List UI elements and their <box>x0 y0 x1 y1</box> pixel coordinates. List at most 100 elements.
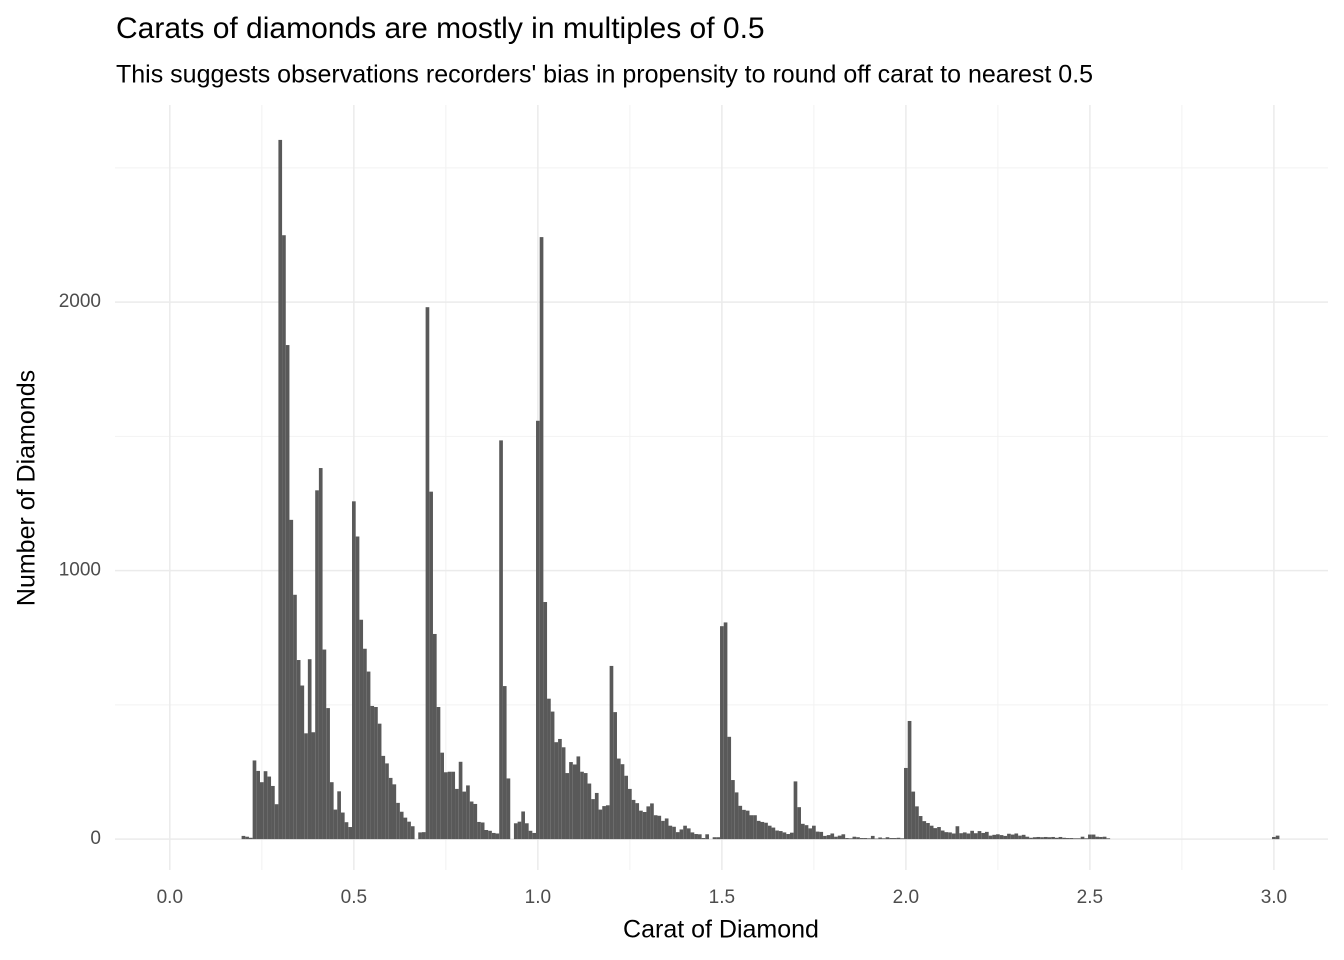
bar <box>605 805 610 840</box>
bar <box>447 771 452 840</box>
bar <box>624 775 629 840</box>
bar <box>576 756 581 840</box>
bar <box>436 707 441 840</box>
bar <box>620 764 625 840</box>
bar <box>311 732 316 840</box>
bar <box>1069 838 1074 840</box>
bar <box>896 837 901 840</box>
bar <box>352 501 356 840</box>
bar <box>1010 834 1015 840</box>
bar <box>451 771 456 840</box>
bar <box>528 830 533 840</box>
bar <box>690 832 695 840</box>
bar <box>1032 837 1037 840</box>
bar <box>767 825 772 840</box>
bar <box>937 827 941 840</box>
bar <box>554 742 559 840</box>
bar <box>355 536 360 840</box>
bar <box>598 809 603 840</box>
bar <box>432 633 437 840</box>
bar <box>1065 838 1070 840</box>
bar <box>911 791 916 840</box>
bar <box>322 649 327 840</box>
bar <box>539 237 544 840</box>
bar <box>892 838 897 840</box>
bar <box>300 685 305 840</box>
bar <box>517 821 522 840</box>
bar <box>900 838 905 840</box>
bar <box>418 832 422 840</box>
bar <box>962 832 967 840</box>
bar <box>381 755 386 840</box>
bar <box>285 345 290 840</box>
bar <box>337 791 341 840</box>
x-tick-label: 1.5 <box>709 887 735 908</box>
x-tick-label: 1.0 <box>525 887 551 908</box>
bar <box>616 758 621 840</box>
bar <box>1272 836 1276 840</box>
bar <box>845 838 849 840</box>
bar <box>1054 837 1059 840</box>
bar <box>410 826 415 840</box>
bar <box>532 832 537 840</box>
bar <box>944 832 949 840</box>
bar <box>841 834 846 840</box>
bar <box>580 771 584 840</box>
bar <box>881 838 886 840</box>
bar <box>374 707 378 840</box>
bar <box>904 767 908 840</box>
bar <box>749 815 754 840</box>
bar <box>955 826 960 840</box>
x-tick-label: 3.0 <box>1261 887 1287 908</box>
bar <box>274 804 279 840</box>
bar <box>1095 836 1100 840</box>
bar <box>1007 833 1011 840</box>
bar <box>959 833 963 840</box>
bar <box>661 820 665 840</box>
bar <box>800 823 805 840</box>
bar <box>823 835 827 840</box>
bar <box>466 785 470 840</box>
bar <box>263 771 268 840</box>
bar <box>1099 836 1103 840</box>
bar <box>985 831 989 840</box>
x-axis-label: Carat of Diamond <box>623 916 819 944</box>
bar <box>999 835 1004 840</box>
bar <box>348 827 353 840</box>
bar <box>421 832 426 840</box>
bar <box>587 783 592 840</box>
bar <box>686 828 691 840</box>
bar <box>1084 838 1089 840</box>
bar <box>506 778 511 840</box>
bar <box>712 837 717 840</box>
bar <box>536 420 540 840</box>
bar <box>484 829 489 840</box>
bar <box>657 815 662 840</box>
bar <box>815 831 820 840</box>
bar <box>248 837 253 840</box>
bar <box>635 803 640 840</box>
bar <box>407 821 411 840</box>
bar <box>1003 835 1008 840</box>
bar <box>499 440 503 840</box>
bar <box>697 834 702 840</box>
bar <box>859 838 864 840</box>
bar <box>282 235 286 840</box>
bar <box>455 788 459 840</box>
bar <box>1025 836 1030 840</box>
chart-subtitle: This suggests observations recorders' bi… <box>116 61 1093 89</box>
bar <box>458 761 463 840</box>
bar <box>664 818 669 840</box>
bar <box>812 825 816 840</box>
bar <box>789 832 794 840</box>
bar <box>642 812 647 840</box>
bar <box>653 815 658 840</box>
bar <box>392 784 397 840</box>
bar <box>1040 837 1044 840</box>
bar <box>278 139 283 840</box>
bar <box>296 660 301 840</box>
bar <box>683 825 687 840</box>
bar <box>889 838 893 840</box>
bar <box>1021 834 1026 840</box>
